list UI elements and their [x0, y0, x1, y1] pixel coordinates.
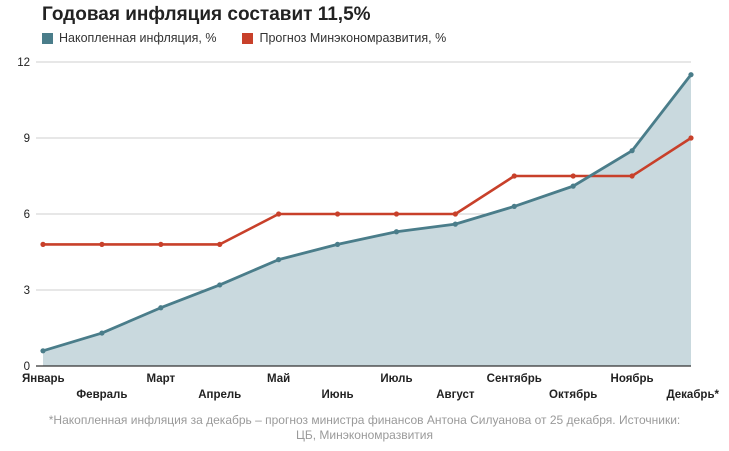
- chart-title: Годовая инфляция составит 11,5%: [42, 4, 371, 25]
- point-forecast: [99, 241, 105, 247]
- legend-swatch-forecast: [242, 32, 254, 44]
- point-forecast: [393, 211, 400, 217]
- point-forecast: [217, 241, 223, 247]
- y-tick-label: 6: [24, 209, 30, 221]
- point-forecast: [334, 211, 341, 217]
- x-tick-label: Июнь: [321, 389, 353, 401]
- area-fill-accumulated: [43, 74, 691, 367]
- y-tick-label: 12: [17, 57, 30, 69]
- point-forecast: [688, 135, 694, 141]
- point-accumulated: [99, 330, 105, 336]
- point-accumulated: [40, 348, 46, 354]
- x-tick-label: Декабрь*: [666, 389, 719, 401]
- series-line-accumulated: [42, 73, 693, 353]
- x-tick-label: Сентябрь: [487, 373, 542, 385]
- point-forecast: [570, 173, 576, 179]
- point-accumulated: [511, 203, 517, 209]
- series-line-forecast: [43, 136, 692, 246]
- point-accumulated: [393, 229, 400, 235]
- y-tick-label: 0: [24, 361, 30, 373]
- y-tick-label: 9: [24, 133, 30, 145]
- footnote: *Накопленная инфляция за декабрь – прогн…: [0, 413, 729, 443]
- point-forecast: [276, 211, 282, 217]
- legend-label-forecast: Прогноз Минэкономразвития, %: [259, 31, 447, 45]
- point-forecast: [40, 241, 46, 247]
- legend: Накопленная инфляция, % Прогноз Минэконо…: [42, 31, 472, 45]
- point-accumulated: [688, 72, 694, 78]
- point-accumulated: [334, 241, 341, 247]
- x-tick-label: Ноябрь: [611, 373, 654, 385]
- point-accumulated: [158, 305, 164, 311]
- x-tick-label: Октябрь: [549, 389, 597, 401]
- legend-label-accumulated: Накопленная инфляция, %: [59, 31, 217, 45]
- legend-swatch-accumulated: [42, 32, 53, 44]
- point-forecast: [452, 211, 458, 217]
- point-forecast: [511, 173, 517, 179]
- x-tick-label: Март: [147, 373, 176, 385]
- point-accumulated: [217, 282, 223, 288]
- point-accumulated: [452, 221, 458, 227]
- x-tick-label: Апрель: [198, 389, 241, 401]
- point-accumulated: [570, 183, 576, 189]
- x-tick-label: Июль: [380, 373, 412, 385]
- point-forecast: [158, 241, 164, 247]
- point-forecast: [629, 173, 635, 179]
- y-tick-label: 3: [24, 285, 30, 297]
- inflation-chart: 0 3 6 9 12 Январь Февраль Март Апрель Май Июнь Июль…: [17, 57, 719, 401]
- point-accumulated: [629, 148, 635, 154]
- legend-item-accumulated: Накопленная инфляция, %: [42, 31, 216, 45]
- legend-item-forecast: Прогноз Минэкономразвития, %: [242, 31, 446, 45]
- point-accumulated: [276, 257, 282, 263]
- x-tick-label: Февраль: [76, 389, 127, 401]
- x-tick-label: Май: [267, 373, 290, 385]
- footnote-line-1: *Накопленная инфляция за декабрь – прогн…: [48, 413, 681, 427]
- x-tick-label: Август: [436, 389, 475, 401]
- footnote-line-2: ЦБ, Минэкономразвития: [296, 428, 433, 442]
- x-tick-label: Январь: [22, 373, 65, 385]
